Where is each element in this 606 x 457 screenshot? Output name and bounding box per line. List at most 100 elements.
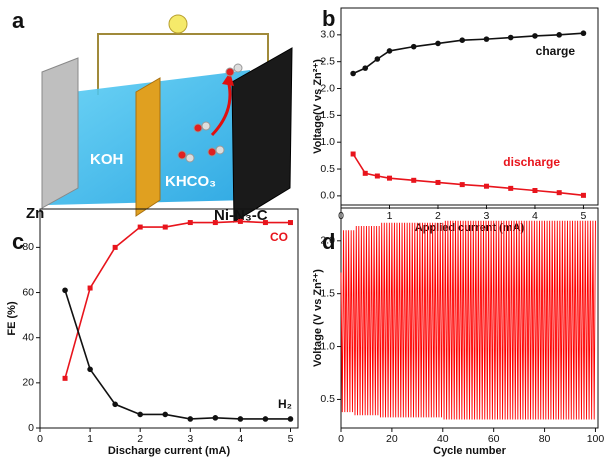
y-tick-label: 1.0 bbox=[320, 136, 335, 148]
marker bbox=[187, 416, 194, 422]
series-label: charge bbox=[536, 44, 576, 58]
marker bbox=[87, 366, 93, 373]
x-tick-label: 0 bbox=[37, 433, 43, 445]
marker bbox=[237, 416, 244, 422]
marker bbox=[532, 188, 538, 194]
x-tick-label: 2 bbox=[435, 210, 441, 222]
marker bbox=[350, 151, 356, 157]
x-tick-label: 2 bbox=[137, 433, 143, 445]
marker bbox=[459, 37, 466, 44]
y-axis-title: FE (%) bbox=[6, 301, 18, 336]
panel-label: d bbox=[322, 229, 335, 254]
x-tick-label: 80 bbox=[539, 433, 551, 445]
x-tick-label: 0 bbox=[338, 433, 344, 445]
x-tick-label: 4 bbox=[237, 433, 243, 445]
marker bbox=[237, 218, 243, 224]
bulb bbox=[168, 14, 188, 34]
marker bbox=[362, 65, 369, 71]
marker bbox=[411, 177, 417, 183]
zn-label: Zn bbox=[26, 205, 44, 222]
marker bbox=[287, 220, 293, 226]
y-tick-label: 60 bbox=[22, 286, 34, 298]
y-tick-label: 0 bbox=[28, 422, 34, 434]
y-tick-label: 1.5 bbox=[320, 109, 335, 121]
marker bbox=[362, 170, 368, 176]
panel-label: b bbox=[322, 6, 335, 31]
marker bbox=[187, 220, 193, 226]
x-tick-label: 60 bbox=[488, 433, 500, 445]
y-axis-title: Voltage(V vs Zn²⁺) bbox=[312, 59, 324, 154]
y-axis-title: Voltage (V vs Zn²⁺) bbox=[312, 269, 324, 367]
x-tick-label: 40 bbox=[437, 433, 449, 445]
x-tick-label: 3 bbox=[484, 210, 490, 222]
plot-frame bbox=[39, 208, 299, 429]
marker bbox=[62, 287, 68, 294]
y-tick-label: 0.0 bbox=[320, 190, 335, 202]
panel-label: c bbox=[12, 229, 24, 254]
x-tick-label: 4 bbox=[532, 210, 538, 222]
marker bbox=[507, 34, 514, 41]
koh-label: KOH bbox=[90, 151, 123, 168]
marker bbox=[556, 32, 563, 38]
series-line bbox=[340, 220, 596, 420]
ni-label: Ni-N₃-C bbox=[214, 207, 268, 224]
marker bbox=[508, 185, 514, 191]
marker bbox=[162, 224, 168, 230]
marker bbox=[87, 285, 93, 291]
membrane bbox=[135, 77, 161, 217]
series-line bbox=[64, 220, 291, 379]
marker bbox=[162, 411, 169, 418]
ni-electrode bbox=[231, 47, 293, 223]
panel-label: a bbox=[12, 8, 25, 33]
y-tick-label: 3.0 bbox=[320, 29, 335, 41]
marker bbox=[435, 40, 441, 47]
marker bbox=[262, 416, 269, 422]
marker bbox=[410, 43, 417, 50]
marker bbox=[287, 416, 294, 422]
marker bbox=[374, 173, 380, 179]
wire bbox=[97, 33, 269, 95]
marker bbox=[350, 70, 356, 77]
marker bbox=[580, 30, 587, 37]
marker bbox=[112, 401, 118, 408]
y-tick-label: 20 bbox=[22, 377, 34, 389]
x-axis-title: Applied current (mA) bbox=[415, 222, 525, 234]
marker bbox=[112, 244, 118, 250]
marker bbox=[459, 182, 465, 188]
marker bbox=[137, 224, 143, 230]
y-tick-label: 1.0 bbox=[320, 340, 335, 352]
x-tick-label: 5 bbox=[288, 433, 294, 445]
marker bbox=[374, 56, 381, 62]
series-label: discharge bbox=[503, 155, 560, 169]
y-tick-label: 1.5 bbox=[320, 287, 335, 299]
zn-electrode bbox=[41, 57, 79, 209]
y-tick-label: 40 bbox=[22, 331, 34, 343]
x-axis-title: Discharge current (mA) bbox=[108, 445, 231, 457]
marker bbox=[386, 48, 393, 54]
plot-frame bbox=[340, 7, 599, 206]
y-tick-label: 2.0 bbox=[320, 235, 335, 247]
x-tick-label: 1 bbox=[387, 210, 393, 222]
marker bbox=[435, 179, 441, 185]
x-tick-label: 20 bbox=[386, 433, 398, 445]
y-tick-label: 2.5 bbox=[320, 55, 335, 67]
x-tick-label: 3 bbox=[187, 433, 193, 445]
marker bbox=[532, 33, 538, 39]
x-axis-title: Cycle number bbox=[433, 445, 506, 457]
marker bbox=[212, 220, 218, 226]
molecules bbox=[177, 63, 243, 163]
marker bbox=[212, 415, 219, 421]
khco3-label: KHCO₃ bbox=[165, 173, 216, 190]
y-tick-label: 80 bbox=[22, 241, 34, 253]
y-tick-label: 0.5 bbox=[320, 393, 335, 405]
y-tick-label: 2.0 bbox=[320, 82, 335, 94]
x-tick-label: 100 bbox=[587, 433, 605, 445]
marker bbox=[580, 192, 586, 198]
series-label: CO bbox=[270, 230, 288, 244]
marker bbox=[62, 375, 68, 381]
series-line bbox=[64, 290, 291, 420]
marker bbox=[483, 36, 490, 42]
marker bbox=[386, 175, 392, 181]
series-label: H₂ bbox=[278, 397, 292, 411]
